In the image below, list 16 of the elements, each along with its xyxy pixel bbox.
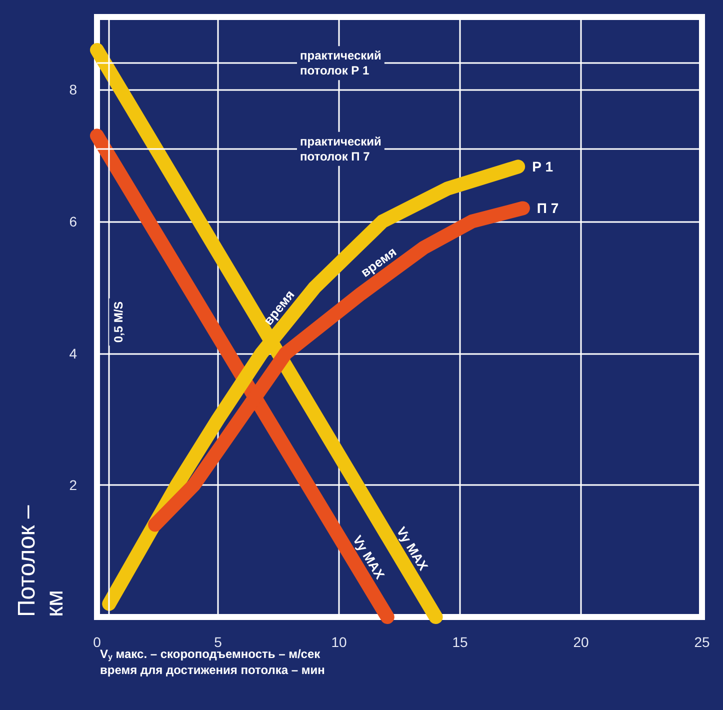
series-label: Р 1 [532, 158, 554, 175]
x-tick-label: 5 [214, 634, 222, 650]
x-tick-label: 0 [93, 634, 102, 650]
ref-line-label: практический потолок П 7 [300, 134, 382, 164]
ref-line-label: 0,5 M/S [112, 301, 126, 343]
ref-line-label: практический потолок Р 1 [300, 48, 382, 78]
y-axis-title: Потолок – км [14, 504, 68, 617]
series-label: П 7 [536, 200, 559, 216]
x-tick-label: 20 [573, 634, 589, 650]
y-tick-label: 6 [69, 213, 78, 230]
x-tick-label: 15 [452, 634, 468, 650]
y-tick-label: 2 [69, 477, 78, 494]
x-tick-label: 10 [331, 634, 347, 650]
x-tick-label: 25 [694, 634, 710, 650]
y-tick-label: 4 [69, 345, 78, 362]
y-tick-label: 8 [69, 82, 78, 98]
